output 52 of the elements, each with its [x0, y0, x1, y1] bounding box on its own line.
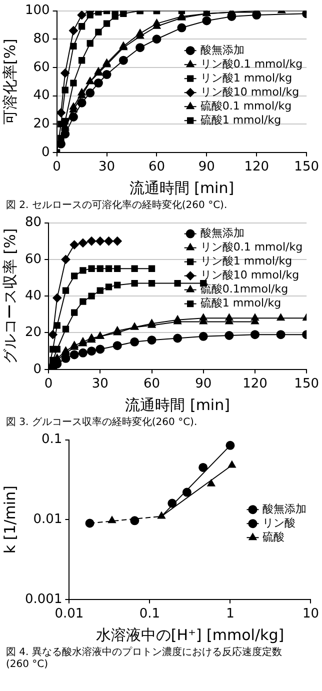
- legend-label: リン酸10 mmol/kg: [200, 85, 300, 98]
- y-tick-label: 80: [24, 215, 42, 230]
- legend-label: 硫酸0.1 mmol/kg: [200, 99, 292, 112]
- y-tick-label: 40: [24, 288, 42, 304]
- y-tick-label: 0: [42, 144, 50, 160]
- x-tick-label: 30: [92, 376, 108, 392]
- legend-label: リン酸: [262, 516, 296, 530]
- x-tick-label: 0.01: [54, 606, 84, 622]
- x-tick-label: 120: [244, 160, 270, 175]
- y-tick-label: 0.001: [25, 592, 62, 607]
- y-axis-title: 可溶化率[%]: [0, 38, 19, 125]
- y-tick-label: 20: [24, 325, 42, 340]
- legend-label: リン酸0.1 mmol/kg: [200, 240, 303, 254]
- y-tick-label: 0.01: [33, 512, 62, 527]
- legend-label: 硫酸: [262, 530, 285, 544]
- legend-label: リン酸0.1 mmol/kg: [200, 57, 303, 70]
- y-tick-label: 0.1: [42, 432, 62, 448]
- y-tick-label: 40: [33, 88, 50, 104]
- legend-label: リン酸1 mmol/kg: [200, 254, 292, 268]
- legend-label: 硫酸1 mmol/kg: [200, 113, 282, 126]
- x-tick-label: 30: [98, 160, 116, 175]
- legend-label: 硫酸1 mmol/kg: [200, 296, 282, 310]
- legend-label: 酸無添加: [200, 43, 244, 56]
- y-axis-title: グルコース収率 [%]: [0, 228, 19, 364]
- y-tick-label: 0: [33, 362, 42, 377]
- x-axis-title: 水溶液中の[H⁺] [mmol/kg]: [96, 626, 284, 644]
- y-tick-label: 20: [33, 116, 50, 132]
- y-tick-label: 100: [24, 3, 50, 18]
- caption: 図 4. 異なる酸水溶液中のプロトン濃度における反応速度定数: [5, 647, 283, 659]
- x-tick-label: 120: [242, 376, 268, 392]
- legend-label: リン酸1 mmol/kg: [200, 71, 292, 84]
- x-tick-label: 90: [198, 160, 215, 175]
- x-tick-label: 60: [143, 376, 160, 392]
- caption: 図 2. セルロースの可溶化率の経時変化(260 °C).: [5, 200, 228, 212]
- x-tick-label: 150: [294, 376, 320, 392]
- y-axis-title: k [1/min]: [0, 486, 19, 554]
- x-tick-label: 0.1: [139, 606, 160, 622]
- x-axis-title: 流通時間 [min]: [129, 178, 234, 197]
- legend-label: 酸無添加: [200, 226, 244, 240]
- y-tick-label: 60: [33, 60, 50, 75]
- caption: 図 3. グルコース収率の経時変化(260 °C).: [5, 417, 198, 429]
- x-tick-label: 60: [148, 160, 165, 175]
- legend-label: リン酸10 mmol/kg: [200, 268, 300, 282]
- x-axis-title: 流通時間 [min]: [125, 396, 230, 414]
- x-tick-label: 90: [195, 376, 212, 392]
- y-tick-label: 60: [24, 252, 42, 267]
- x-tick-label: 1: [226, 606, 234, 622]
- x-tick-label: 150: [294, 160, 320, 175]
- x-tick-label: 10: [302, 606, 319, 622]
- text: (260 °C): [5, 659, 50, 671]
- legend-label: 酸無添加: [262, 502, 307, 516]
- y-tick-label: 80: [33, 31, 50, 46]
